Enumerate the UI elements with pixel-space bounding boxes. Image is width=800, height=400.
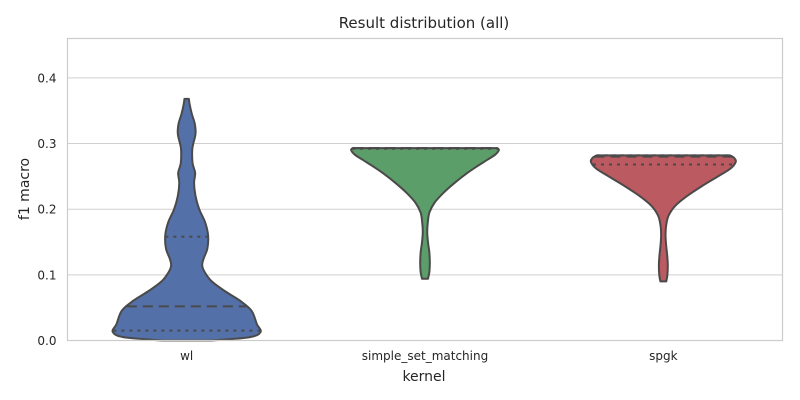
violin-simple-set-matching [350,147,500,280]
x-tick-label: wl [180,349,193,363]
violin-layer [111,97,737,342]
x-tick-labels: wl simple_set_matching spgk [180,349,678,363]
plot-frame [66,37,784,342]
x-tick-label: simple_set_matching [362,349,488,363]
y-tick-labels: 0.0 0.1 0.2 0.3 0.4 [37,71,56,348]
y-tick-label: 0.4 [37,71,56,85]
y-tick-label: 0.2 [37,203,56,217]
y-tick-label: 0.3 [37,137,56,151]
x-axis-label: kernel [402,369,445,385]
violin-spgk [589,154,737,283]
violin-wl [111,97,262,342]
x-tick-label: spgk [649,349,677,363]
y-axis-label: f1 macro [17,158,33,220]
y-tick-label: 0.0 [37,334,56,348]
chart-title: Result distribution (all) [339,14,510,32]
y-tick-label: 0.1 [37,268,56,282]
